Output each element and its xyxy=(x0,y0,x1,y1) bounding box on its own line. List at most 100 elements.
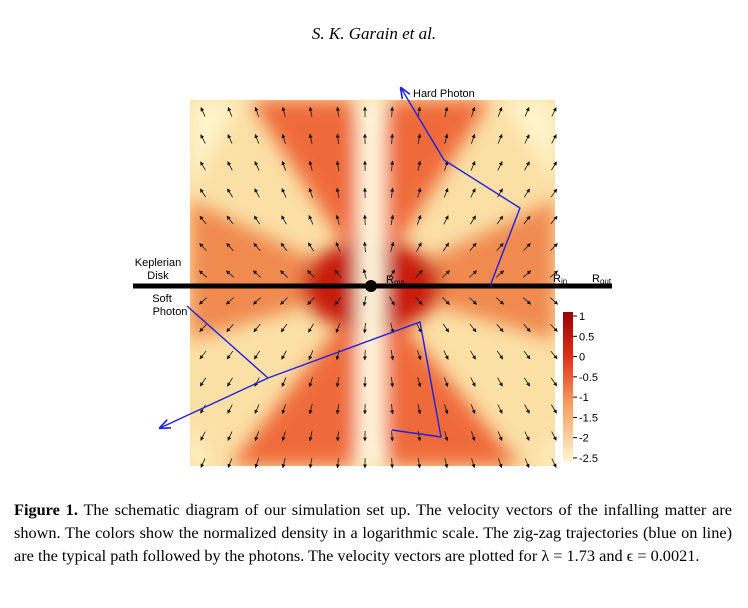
r-in-symbol: R xyxy=(553,273,561,285)
vector xyxy=(334,269,342,279)
vector xyxy=(254,458,259,469)
vector xyxy=(523,350,531,360)
vector xyxy=(443,350,449,360)
vector xyxy=(444,458,449,469)
vector xyxy=(199,324,207,332)
vector xyxy=(496,270,505,278)
vector xyxy=(227,458,233,469)
vector xyxy=(390,160,395,172)
vector xyxy=(362,322,367,334)
caption-text: The schematic diagram of our simulation … xyxy=(14,500,732,565)
vector xyxy=(226,297,234,305)
vector xyxy=(551,107,557,117)
vector xyxy=(200,107,206,117)
vector xyxy=(280,323,288,333)
vector xyxy=(417,377,422,388)
black-hole xyxy=(365,280,377,292)
vector xyxy=(335,403,340,415)
vector xyxy=(280,297,288,305)
vector xyxy=(390,106,395,118)
vector xyxy=(444,106,449,117)
vector xyxy=(199,215,207,225)
caption: Figure 1. The schematic diagram of our s… xyxy=(14,498,732,567)
vector xyxy=(226,215,234,225)
vector xyxy=(469,242,477,252)
vector xyxy=(523,377,531,387)
vector xyxy=(281,133,286,144)
vector xyxy=(390,376,395,388)
soft-photon-label: Photon xyxy=(153,306,188,318)
vector xyxy=(335,377,340,388)
vector xyxy=(362,268,367,279)
vector xyxy=(281,377,287,387)
vector xyxy=(524,404,530,414)
soft-photon-path xyxy=(160,377,269,428)
vector xyxy=(227,377,233,387)
vector xyxy=(497,431,503,441)
colorbar xyxy=(563,312,573,462)
vector xyxy=(227,161,233,171)
vector xyxy=(523,188,531,198)
vector xyxy=(281,215,287,225)
vector xyxy=(497,106,503,117)
vector xyxy=(308,187,313,198)
vector xyxy=(198,297,207,305)
vector xyxy=(497,161,503,171)
vector xyxy=(470,350,476,360)
vector xyxy=(335,133,340,145)
vector xyxy=(225,270,235,278)
vector xyxy=(335,106,340,118)
vector xyxy=(307,297,315,305)
vector xyxy=(200,134,206,144)
vector xyxy=(416,350,422,361)
vector xyxy=(362,241,367,253)
vector xyxy=(200,458,206,468)
colorbar-tick-label: -2.5 xyxy=(579,453,598,465)
vector xyxy=(471,458,476,469)
vector xyxy=(253,215,261,225)
vector xyxy=(390,457,395,469)
vector xyxy=(308,160,313,171)
vector xyxy=(226,242,234,251)
vector xyxy=(253,242,261,252)
vector xyxy=(497,458,503,469)
vector xyxy=(551,134,557,144)
vector xyxy=(416,242,422,252)
vector xyxy=(496,350,504,360)
vector xyxy=(389,296,395,306)
vector xyxy=(390,430,395,442)
vector xyxy=(550,188,558,198)
vector xyxy=(415,270,423,278)
vector xyxy=(444,133,449,144)
r-out-symbol: R xyxy=(592,273,600,285)
vector xyxy=(281,160,287,171)
vector xyxy=(390,323,395,334)
vector xyxy=(551,431,557,441)
vector xyxy=(524,161,530,171)
vector xyxy=(334,296,342,306)
vector xyxy=(226,323,234,333)
vector xyxy=(335,187,340,198)
colorbar-tick-label: 1 xyxy=(579,311,585,323)
vector xyxy=(550,324,558,332)
vector xyxy=(200,404,206,414)
vector xyxy=(254,133,260,144)
vector xyxy=(550,377,558,387)
vector xyxy=(470,377,476,387)
vector xyxy=(200,431,206,441)
vector xyxy=(198,270,208,278)
vector xyxy=(417,160,422,171)
vector xyxy=(388,269,396,279)
vector xyxy=(415,296,423,306)
colorbar-tick-label: -1 xyxy=(579,392,589,404)
vector xyxy=(227,106,233,117)
vector xyxy=(523,215,531,225)
vector xyxy=(416,323,422,333)
vector xyxy=(551,458,557,468)
vector xyxy=(442,297,450,305)
vector xyxy=(227,134,233,144)
vector xyxy=(469,297,477,305)
vector xyxy=(416,214,422,225)
vector xyxy=(390,241,395,252)
vector xyxy=(523,297,532,305)
